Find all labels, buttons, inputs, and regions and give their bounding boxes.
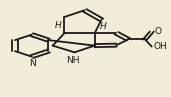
Text: H: H [54, 21, 61, 30]
Text: N: N [29, 59, 36, 68]
Text: OH: OH [153, 42, 167, 51]
Text: O: O [154, 27, 161, 36]
Text: H: H [100, 22, 106, 31]
Text: NH: NH [66, 56, 80, 65]
